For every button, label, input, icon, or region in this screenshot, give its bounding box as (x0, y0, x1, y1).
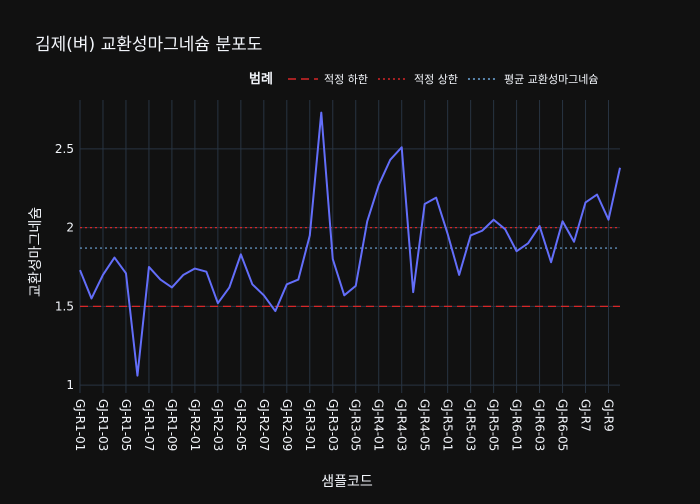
x-tick-label: GJ-R9 (602, 399, 616, 432)
x-tick-label: GJ-R3-05 (349, 399, 363, 451)
y-tick-labels: 1 1.5 2 2.5 (55, 142, 74, 392)
x-tick-label: GJ-R6-01 (510, 399, 524, 451)
plot-area (80, 100, 620, 393)
y-tick-label: 1.5 (55, 299, 74, 313)
y-tick-label: 2 (66, 221, 74, 235)
x-tick-label: GJ-R4-03 (395, 399, 409, 451)
legend-label: 적정 하한 (324, 72, 368, 86)
legend-label: 적정 상한 (414, 73, 458, 86)
reference-lines (80, 226, 620, 307)
legend-label: 평균 교환성마그네슘 (504, 73, 599, 86)
series-line (79, 111, 621, 377)
x-tick-label: GJ-R5-01 (441, 399, 455, 451)
x-tick-label: GJ-R1-05 (119, 399, 133, 451)
x-tick-label: GJ-R6-05 (556, 399, 570, 451)
legend[interactable]: 적정 하한 적정 상한 평균 교환성마그네슘 (288, 72, 599, 86)
legend-title: 범례 (249, 71, 273, 87)
x-tick-label: GJ-R2-01 (188, 399, 202, 451)
x-tick-label: GJ-R5-05 (487, 399, 501, 451)
x-tick-label: GJ-R3-01 (303, 399, 317, 451)
x-tick-label: GJ-R1-07 (142, 399, 156, 451)
x-tick-label: GJ-R2-07 (257, 399, 271, 451)
x-tick-label: GJ-R2-05 (234, 399, 248, 451)
chart-title: 김제(벼) 교환성마그네슘 분포도 (35, 35, 262, 55)
legend-item[interactable]: 적정 하한 (288, 72, 368, 86)
x-tick-label: GJ-R1-03 (96, 399, 110, 451)
x-tick-label: GJ-R5-03 (464, 399, 478, 451)
x-tick-label: GJ-R4-05 (418, 399, 432, 451)
x-tick-labels: GJ-R1-01 GJ-R1-03 GJ-R1-05 GJ-R1-07 GJ-R1-09… (73, 399, 616, 451)
x-tick-label: GJ-R6-03 (533, 399, 547, 451)
x-tick-label: GJ-R3-03 (326, 399, 340, 451)
x-tick-label: GJ-R2-09 (280, 399, 294, 451)
x-tick-label: GJ-R7 (579, 399, 593, 432)
x-tick-label: GJ-R4-01 (372, 399, 386, 451)
x-tick-label: GJ-R1-01 (73, 399, 87, 451)
x-tick-label: GJ-R2-03 (211, 399, 225, 451)
series-layer (79, 111, 621, 377)
legend-item[interactable]: 평균 교환성마그네슘 (467, 73, 599, 86)
legend-item[interactable]: 적정 상한 (377, 73, 458, 86)
y-tick-label: 1 (66, 378, 74, 392)
y-axis-title: 교환성마그네슘 (28, 207, 44, 297)
x-tick-label: GJ-R1-09 (165, 399, 179, 451)
y-tick-label: 2.5 (55, 142, 74, 156)
x-axis-title: 샘플코드 (321, 474, 373, 490)
